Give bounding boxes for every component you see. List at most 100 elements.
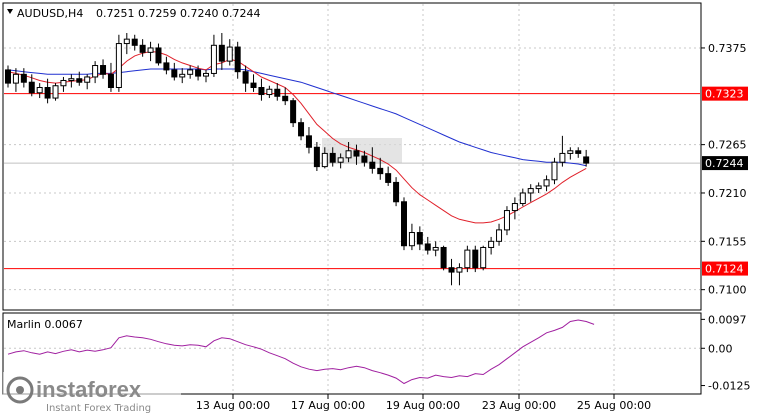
candle xyxy=(321,147,328,169)
watermark-brand: instaforex xyxy=(36,377,142,402)
candle xyxy=(100,59,107,79)
time-tick-label: 17 Aug 00:00 xyxy=(291,399,365,412)
bull-candle-body xyxy=(147,47,154,53)
candle xyxy=(60,76,67,92)
candle xyxy=(496,223,503,246)
bear-candle-body xyxy=(44,87,51,99)
candle xyxy=(203,69,209,83)
candle xyxy=(12,68,19,92)
level-label: 0.7323 xyxy=(705,88,744,101)
bear-candle-body xyxy=(250,82,257,89)
time-tick-label: 13 Aug 00:00 xyxy=(196,399,270,412)
bear-candle-body xyxy=(258,87,265,96)
bear-candle-body xyxy=(195,69,202,77)
bull-candle-body xyxy=(551,161,558,181)
candle xyxy=(551,157,558,185)
candle xyxy=(147,41,154,62)
candles xyxy=(5,33,590,286)
bull-candle-body xyxy=(179,73,186,78)
current-price-box xyxy=(702,156,748,171)
bull-candle-body xyxy=(60,79,67,87)
bull-candle-body xyxy=(187,69,194,75)
candle xyxy=(44,78,51,104)
axes: 0.7375 0.7265 0.7210 0.7155 0.7100 13 Aug 00:… xyxy=(196,42,751,412)
time-tick-label: 19 Aug 00:00 xyxy=(386,399,460,412)
bear-candle-body xyxy=(274,88,281,97)
bear-candle-body xyxy=(361,155,368,163)
oscillator-label: Marlin 0.0067 xyxy=(7,318,83,331)
candle xyxy=(226,39,233,66)
bull-candle-body xyxy=(210,44,217,74)
bear-candle-body xyxy=(76,78,83,83)
candle xyxy=(464,245,471,273)
bull-candle-body xyxy=(203,72,209,77)
candle xyxy=(139,39,146,57)
candle xyxy=(369,147,376,174)
time-tick-label: 23 Aug 00:00 xyxy=(482,399,556,412)
candle xyxy=(250,74,257,92)
candle xyxy=(210,34,217,77)
bull-candle-body xyxy=(567,150,574,154)
ohlc-label: 0.7251 0.7259 0.7240 0.7244 xyxy=(96,7,260,20)
bear-candle-body xyxy=(305,135,312,148)
bear-candle-body xyxy=(282,95,289,102)
bull-candle-body xyxy=(52,85,59,99)
bear-candle-body xyxy=(5,69,11,84)
bull-candle-body xyxy=(321,152,328,168)
candle xyxy=(107,62,114,92)
symbol-label: AUDUSD,H4 xyxy=(17,7,83,20)
bear-candle-body xyxy=(416,232,423,245)
candle xyxy=(92,61,99,84)
bear-candle-body xyxy=(472,249,479,269)
candle xyxy=(155,43,162,66)
level-label-box xyxy=(702,261,748,276)
bear-candle-body xyxy=(377,167,384,175)
candle xyxy=(123,33,130,55)
bear-candle-body xyxy=(313,146,320,168)
bear-candle-body xyxy=(131,38,138,46)
bull-candle-body xyxy=(519,192,526,205)
bull-candle-body xyxy=(123,38,130,45)
candle xyxy=(163,56,170,75)
candle xyxy=(187,65,194,79)
candle xyxy=(416,226,423,251)
dropdown-triangle-icon[interactable] xyxy=(7,9,13,14)
candle xyxy=(298,118,305,141)
candle xyxy=(385,166,392,186)
candle xyxy=(424,236,431,255)
osc-tick-label: 0.00 xyxy=(708,342,733,355)
candle xyxy=(28,74,35,97)
candle xyxy=(456,263,463,286)
candle xyxy=(282,87,289,106)
bull-candle-body xyxy=(488,240,495,248)
bull-candle-body xyxy=(496,229,503,242)
bull-candle-body xyxy=(535,185,542,190)
candle xyxy=(377,157,384,180)
price-tick-label: 0.7155 xyxy=(708,235,747,248)
osc-tick-label: 0.0097 xyxy=(708,313,747,326)
candle xyxy=(535,182,542,193)
candle xyxy=(353,144,360,165)
bear-candle-body xyxy=(28,81,35,94)
candle xyxy=(559,135,566,167)
bear-candle-body xyxy=(139,44,146,53)
bear-candle-body xyxy=(353,150,360,157)
candle xyxy=(488,236,495,255)
candle xyxy=(583,149,590,167)
candle xyxy=(20,68,27,88)
bull-candle-body xyxy=(337,157,344,163)
bull-candle-body xyxy=(36,87,43,94)
bear-candle-body xyxy=(298,122,305,137)
candle xyxy=(218,33,225,70)
candle xyxy=(575,147,582,158)
bull-candle-body xyxy=(84,76,91,83)
candle xyxy=(511,197,518,220)
candle xyxy=(408,223,415,251)
bear-candle-body xyxy=(369,161,376,169)
bear-candle-body xyxy=(424,243,431,251)
candle xyxy=(543,175,550,192)
candle xyxy=(274,83,281,101)
candle xyxy=(503,206,510,236)
